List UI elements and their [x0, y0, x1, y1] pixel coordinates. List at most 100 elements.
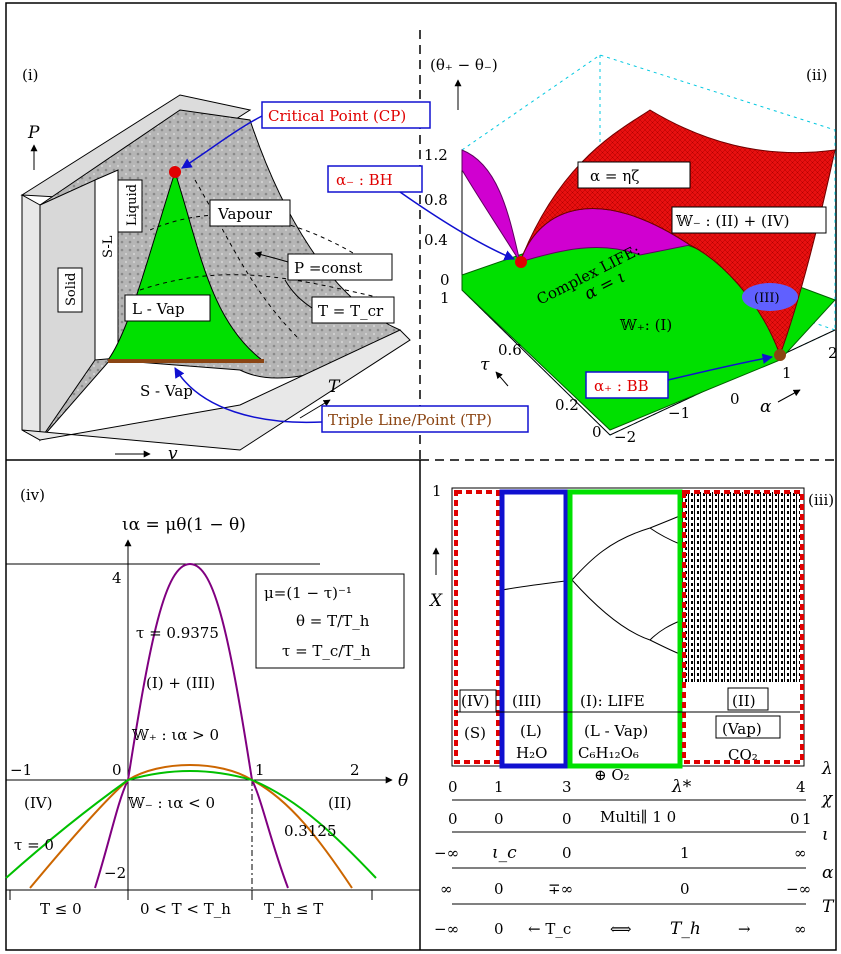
alpha-scale-tick-3: 0: [680, 880, 690, 898]
iii-region-0-bottom: (S): [464, 724, 486, 742]
i-iii-label: (I) + (III): [146, 674, 215, 692]
panel-iii: (iii) 1 X (IV) (S) (III) (L) H₂O (I): LI…: [428, 482, 835, 939]
t-scale-tick-6: ∞: [794, 920, 807, 938]
iii-region-2-mid: (L - Vap): [584, 722, 648, 740]
chi-tick-3: Multi∥ 1 0: [600, 808, 676, 826]
iii-region-1-top: (III): [512, 692, 541, 710]
isoline-2: [139, 274, 391, 301]
chaos-region: [682, 492, 800, 682]
lambda-tick-1: 1: [494, 778, 504, 796]
z-tick-0: 1.2: [424, 146, 448, 164]
iv-bottom-0: T ≤ 0: [40, 900, 82, 918]
iv-ylabel: ια = μθ(1 − θ): [122, 515, 246, 535]
chi-tick-0: 0: [448, 810, 458, 828]
z-tick-1: 0.8: [424, 191, 448, 209]
alpha-eq-label: α = ηζ: [590, 167, 639, 185]
iota-tick-4: ∞: [794, 844, 807, 862]
branch-upper: [501, 514, 683, 591]
t-scale-tick-0: −∞: [434, 920, 459, 938]
branch-lower: [571, 579, 683, 656]
bb-dot: [774, 349, 786, 361]
iv-legend-line-0: μ=(1 − τ)⁻¹: [264, 584, 352, 602]
s-vap-label: S - Vap: [140, 382, 193, 400]
alpha-minus-arrow: [399, 191, 515, 261]
bh-dot: [515, 256, 527, 268]
l-vap-box: [124, 294, 211, 322]
iv-xlabel: θ: [398, 771, 408, 791]
solid-box: [57, 267, 83, 313]
iii-region-3-bottom: CO₂: [728, 746, 758, 764]
region-iv-box: [454, 490, 500, 764]
critical-point-dot: [169, 166, 181, 178]
curve-tau-0: [5, 770, 377, 879]
alpha-tick-0: −2: [614, 428, 636, 446]
iv-legend-line-1: θ = T/T_h: [296, 612, 370, 630]
t-tcr-label: T = T_cr: [318, 302, 384, 320]
chi-tick-1: 0: [494, 810, 504, 828]
sl-label: S-L: [101, 235, 116, 258]
chi-tick-4: 0: [790, 810, 800, 828]
lambda-tick-3: λ*: [671, 777, 692, 797]
iv-ytick-neg2: −2: [104, 864, 126, 882]
alpha-plus-box: [585, 371, 669, 399]
panel-iii-label: (iii): [808, 491, 834, 509]
iv-bottom-2: T_h ≤ T: [264, 900, 323, 918]
w-minus-iv-label: 𝕎₋ : ια < 0: [127, 794, 215, 812]
iota-tick-0: −∞: [434, 844, 459, 862]
iii-region-2-formula: C₆H₁₂O₆: [578, 744, 639, 762]
outer-frame: [5, 2, 837, 951]
tau-axis-line: [461, 289, 611, 436]
iii-region-1-mid: (L): [520, 722, 542, 740]
t-scale-tick-3: ⟺: [610, 920, 632, 938]
iii-region-3-mid: (Vap): [722, 720, 762, 738]
iii-region-2-bottom: ⊕ O₂: [594, 766, 630, 784]
z-axis-label: (θ₊ − θ₋): [430, 56, 498, 74]
tau-zero-label: τ = 0: [14, 836, 54, 854]
region-i-box: [567, 489, 683, 769]
iota-tick-3: 1: [680, 844, 690, 862]
tau-tick-2: 0.2: [555, 396, 579, 414]
chi-tick-2: 0: [562, 810, 572, 828]
region-ii-box: [682, 490, 804, 764]
panel-ii: (ii) (θ₊ − θ₋) (III) 1.2 0.8 0.4 0 1 0.6…: [327, 54, 838, 446]
alpha-plus-arrow: [667, 353, 774, 381]
ii-top-box: [727, 687, 769, 711]
v-axis-label: v: [168, 444, 178, 464]
region-iii-box: [499, 489, 569, 769]
alpha-scale-tick-2: ∓∞: [548, 880, 573, 898]
w-minus-label: 𝕎₋ : (II) + (IV): [675, 212, 789, 230]
p-axis-label: P: [27, 123, 40, 143]
lambda-tick-2: 3: [562, 778, 572, 796]
sl-strip: [94, 169, 119, 361]
alpha-tick-4: 2: [828, 344, 838, 362]
alpha-scale-tick-0: ∞: [440, 880, 453, 898]
alpha-minus-label: α₋ : BH: [336, 171, 393, 189]
t-axis-arrow: [299, 399, 331, 419]
lambda-tick-0: 0: [448, 778, 458, 796]
w-plus-iv-label: 𝕎₊ : ια > 0: [131, 726, 219, 744]
iii-region-3-top: (II): [732, 692, 756, 710]
critical-point-arrow: [181, 115, 263, 169]
tau-tick-3: 0: [592, 423, 602, 441]
left-wall: [21, 194, 41, 441]
iii-label: (III): [754, 291, 780, 306]
z-tick-3: 0: [440, 271, 450, 289]
scale-t-name: T: [822, 897, 835, 917]
triple-arrow: [174, 367, 323, 424]
tau-tick-1: 0.6: [498, 341, 522, 359]
t-scale-tick-4: T_h: [670, 919, 701, 939]
critical-point-label: Critical Point (CP): [268, 107, 406, 125]
chi-tick-5: 1: [802, 810, 812, 828]
triple-label: Triple Line/Point (TP): [328, 411, 492, 429]
t-tcr-arrow: [284, 279, 313, 309]
ii-region-label: (II): [328, 794, 352, 812]
iv-bottom-1: 0 < T < T_h: [140, 900, 231, 918]
iv-xtick-2: 2: [350, 761, 360, 779]
p-const-box: [287, 253, 393, 281]
alpha-axis-label: α: [760, 397, 772, 417]
t-axis-label: T: [328, 377, 341, 397]
alpha-scale-tick-1: 0: [494, 880, 504, 898]
iota-tick-1: ι_c: [492, 843, 517, 863]
scale-chi-name: χ: [821, 789, 834, 809]
